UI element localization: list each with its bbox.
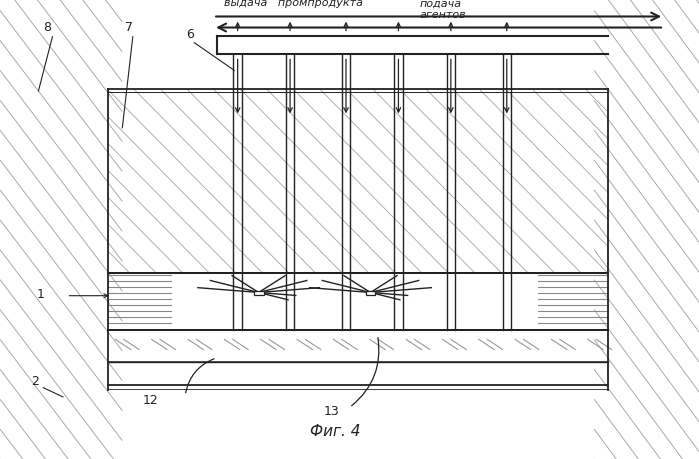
Text: Фиг. 4: Фиг. 4 — [310, 423, 361, 438]
Text: 13: 13 — [324, 404, 340, 417]
Bar — [366, 291, 375, 295]
Text: 1: 1 — [36, 287, 45, 300]
Text: 6: 6 — [186, 28, 194, 41]
Text: 12: 12 — [143, 393, 158, 406]
Bar — [254, 291, 264, 295]
Text: 8: 8 — [43, 21, 52, 34]
Text: подача
агентов: подача агентов — [419, 0, 466, 20]
Text: 2: 2 — [31, 375, 39, 387]
Text: выдача   промпродукта: выдача промпродукта — [224, 0, 363, 8]
Text: 7: 7 — [125, 21, 134, 34]
